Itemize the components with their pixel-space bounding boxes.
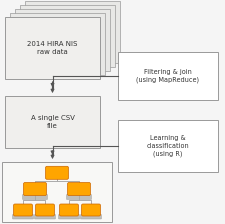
Text: Filtering & join
(using MapReduce): Filtering & join (using MapReduce) [137, 69, 200, 83]
FancyBboxPatch shape [67, 194, 92, 200]
FancyBboxPatch shape [25, 1, 120, 63]
FancyBboxPatch shape [22, 194, 47, 200]
FancyBboxPatch shape [5, 96, 100, 148]
FancyBboxPatch shape [5, 17, 100, 79]
Text: Learning &
classification
(using R): Learning & classification (using R) [147, 135, 189, 157]
FancyBboxPatch shape [59, 204, 79, 216]
FancyBboxPatch shape [58, 215, 79, 219]
Text: 2014 HIRA NIS
raw data: 2014 HIRA NIS raw data [27, 41, 78, 55]
FancyBboxPatch shape [15, 9, 110, 71]
FancyBboxPatch shape [118, 52, 218, 100]
FancyBboxPatch shape [34, 215, 56, 219]
FancyBboxPatch shape [23, 183, 47, 196]
FancyBboxPatch shape [10, 13, 105, 75]
FancyBboxPatch shape [45, 166, 68, 179]
FancyBboxPatch shape [118, 120, 218, 172]
FancyBboxPatch shape [14, 204, 32, 216]
FancyBboxPatch shape [68, 183, 90, 196]
FancyBboxPatch shape [20, 5, 115, 67]
FancyBboxPatch shape [36, 204, 54, 216]
FancyBboxPatch shape [13, 215, 34, 219]
FancyBboxPatch shape [2, 162, 112, 222]
Text: A single CSV
file: A single CSV file [31, 115, 74, 129]
FancyBboxPatch shape [81, 215, 101, 219]
FancyBboxPatch shape [81, 204, 101, 216]
